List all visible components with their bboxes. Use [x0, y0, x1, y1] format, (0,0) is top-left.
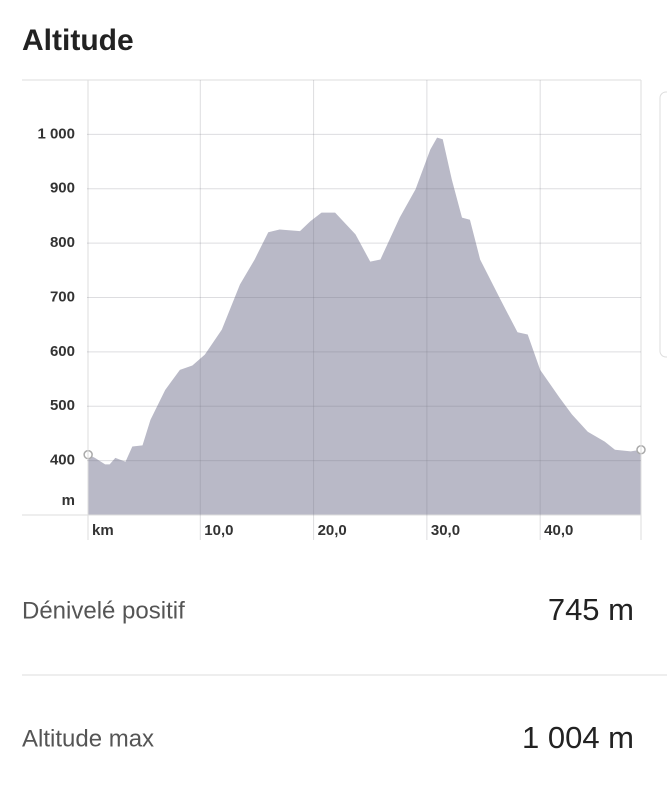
x-tick-label: 30,0	[431, 522, 460, 539]
stat-label: Dénivelé positif	[22, 597, 185, 624]
stat-value: 745 m	[548, 592, 634, 627]
x-tick-label: 40,0	[544, 522, 573, 539]
x-tick-label: 10,0	[204, 522, 233, 539]
y-tick-label: 400	[50, 452, 75, 469]
x-tick-label: 20,0	[318, 522, 347, 539]
stat-label: Altitude max	[22, 725, 154, 752]
y-tick-label: 1 000	[37, 125, 75, 142]
chart-title: Altitude	[22, 24, 134, 57]
side-card	[659, 91, 667, 358]
y-tick-label: 800	[50, 234, 75, 251]
y-tick-label: 700	[50, 288, 75, 305]
altitude-area	[88, 137, 641, 515]
y-tick-label: 500	[50, 397, 75, 414]
plot: 400 500 600 700 800 900 1 000 10,0 20,0 30,0 40,0	[22, 79, 646, 540]
y-axis-label: m	[62, 492, 75, 509]
stat-value: 1 004 m	[522, 720, 634, 755]
x-axis-label: km	[92, 522, 114, 539]
y-tick-label: 600	[50, 343, 75, 360]
y-tick-label: 900	[50, 180, 75, 197]
